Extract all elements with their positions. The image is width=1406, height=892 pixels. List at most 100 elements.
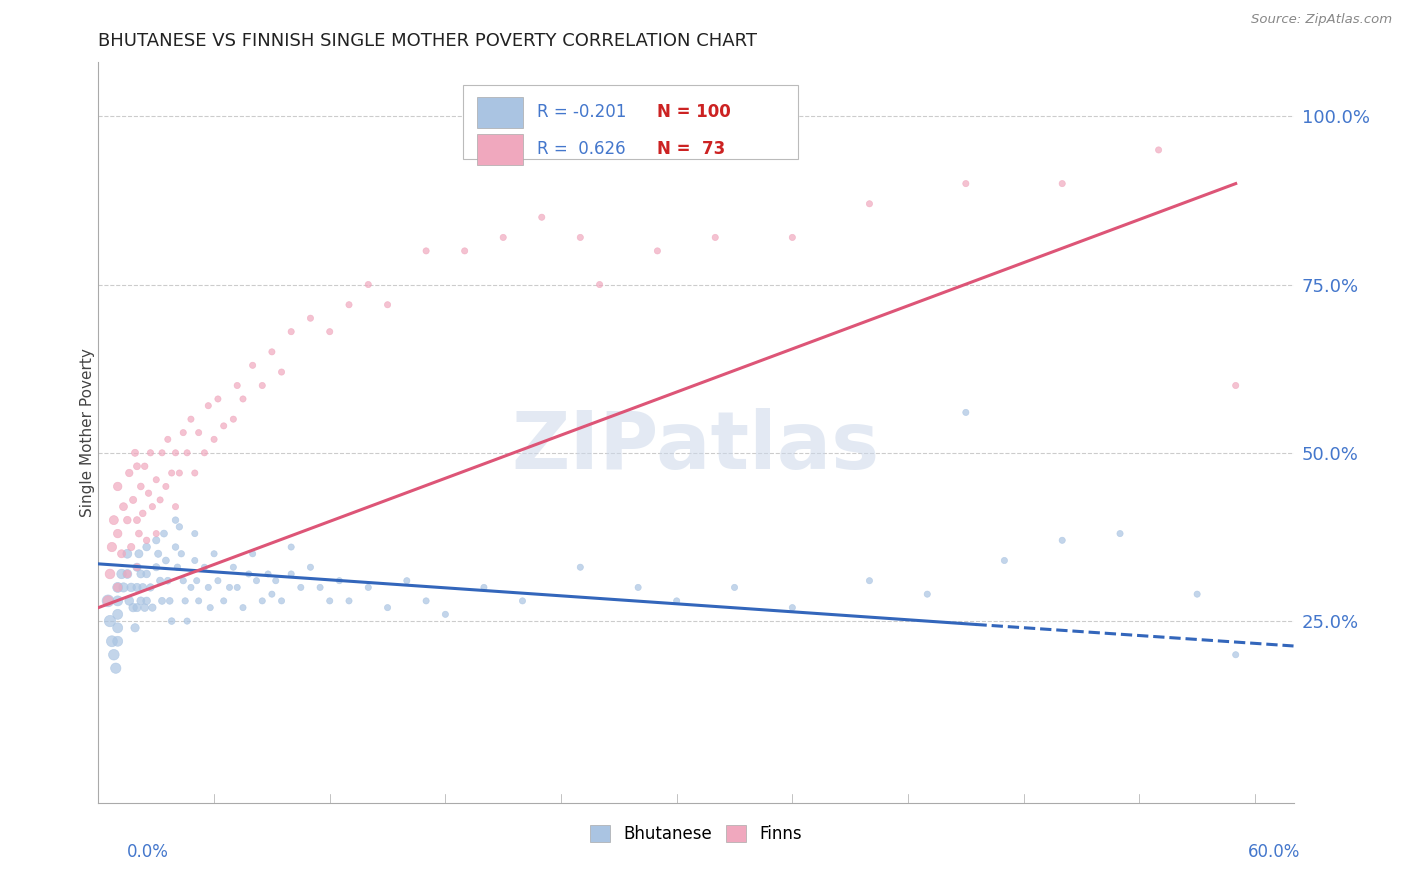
Point xyxy=(328,574,350,588)
Point xyxy=(357,277,380,292)
Point xyxy=(135,566,157,581)
Point xyxy=(145,473,167,487)
Point xyxy=(129,566,152,581)
Point xyxy=(165,500,187,514)
Point xyxy=(337,298,360,312)
Point xyxy=(858,196,880,211)
Point xyxy=(172,425,194,440)
Point xyxy=(112,581,135,595)
Point xyxy=(207,574,229,588)
Point xyxy=(172,574,194,588)
Point xyxy=(110,566,132,581)
Point xyxy=(139,581,162,595)
Point xyxy=(117,547,139,561)
Point xyxy=(129,594,152,608)
Point xyxy=(148,547,170,561)
Point xyxy=(377,600,399,615)
Point xyxy=(232,600,254,615)
Text: 60.0%: 60.0% xyxy=(1249,843,1301,861)
Point xyxy=(107,634,129,648)
Point xyxy=(150,594,173,608)
Point xyxy=(270,594,292,608)
Point xyxy=(472,581,495,595)
Point xyxy=(187,594,209,608)
Point xyxy=(280,325,302,339)
Point xyxy=(180,412,202,426)
Point xyxy=(160,466,183,480)
Point xyxy=(200,600,222,615)
Point xyxy=(232,392,254,406)
Point xyxy=(252,378,274,392)
Point xyxy=(1147,143,1170,157)
Point xyxy=(212,594,235,608)
Point xyxy=(149,574,172,588)
Point xyxy=(107,526,129,541)
Point xyxy=(1050,533,1073,548)
Point xyxy=(588,277,610,292)
Point xyxy=(103,648,125,662)
Point xyxy=(415,244,437,258)
Point xyxy=(270,365,292,379)
Text: BHUTANESE VS FINNISH SINGLE MOTHER POVERTY CORRELATION CHART: BHUTANESE VS FINNISH SINGLE MOTHER POVER… xyxy=(98,32,758,50)
Y-axis label: Single Mother Poverty: Single Mother Poverty xyxy=(80,348,94,517)
Point xyxy=(141,600,163,615)
Point xyxy=(139,446,162,460)
Point xyxy=(530,211,553,225)
Point xyxy=(138,486,160,500)
Point xyxy=(118,466,141,480)
Point xyxy=(299,311,322,326)
Point xyxy=(112,500,135,514)
Point xyxy=(434,607,457,622)
Point xyxy=(166,560,188,574)
Point xyxy=(125,459,148,474)
Point xyxy=(149,492,172,507)
Point xyxy=(202,547,225,561)
Point xyxy=(257,566,280,581)
Point xyxy=(242,359,264,373)
Point xyxy=(252,594,274,608)
Point xyxy=(107,479,129,493)
Point xyxy=(184,553,207,567)
Point xyxy=(117,513,139,527)
Text: N =  73: N = 73 xyxy=(657,140,724,159)
Point xyxy=(665,594,688,608)
Point xyxy=(704,230,727,244)
Point xyxy=(917,587,939,601)
Point xyxy=(955,405,977,419)
Text: R =  0.626: R = 0.626 xyxy=(537,140,626,159)
Point xyxy=(226,581,249,595)
Point xyxy=(135,533,157,548)
Point xyxy=(122,492,145,507)
Point xyxy=(110,547,132,561)
Point xyxy=(145,560,167,574)
Point xyxy=(145,533,167,548)
Point xyxy=(290,581,312,595)
Point xyxy=(124,621,146,635)
Point xyxy=(165,513,187,527)
Point xyxy=(1225,378,1247,392)
FancyBboxPatch shape xyxy=(477,134,523,165)
Point xyxy=(184,526,207,541)
Point xyxy=(184,466,207,480)
Point xyxy=(97,594,120,608)
Point xyxy=(101,540,124,554)
Point xyxy=(145,526,167,541)
FancyBboxPatch shape xyxy=(477,97,523,128)
Point xyxy=(107,581,129,595)
Point xyxy=(377,298,399,312)
Point xyxy=(299,560,322,574)
Point xyxy=(193,560,215,574)
Point xyxy=(170,547,193,561)
Point xyxy=(180,581,202,595)
Point xyxy=(226,378,249,392)
Point xyxy=(101,634,124,648)
Point xyxy=(125,581,148,595)
Point xyxy=(260,344,283,359)
Point xyxy=(357,581,380,595)
Point xyxy=(176,614,198,628)
Point xyxy=(955,177,977,191)
Point xyxy=(120,540,142,554)
Point xyxy=(187,425,209,440)
Point xyxy=(197,399,219,413)
Point xyxy=(512,594,534,608)
